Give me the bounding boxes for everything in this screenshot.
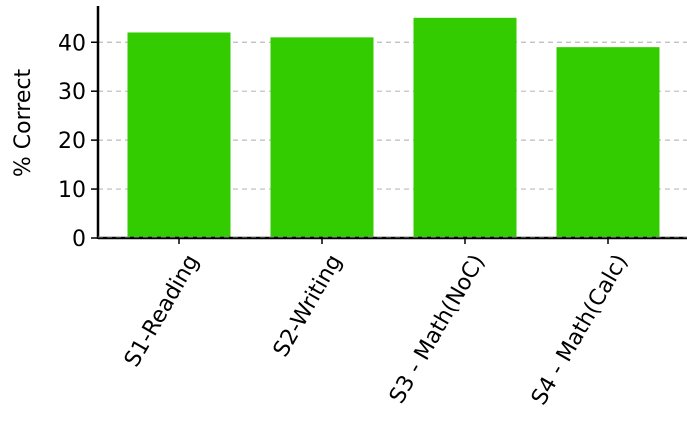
y-tick-label: 10 xyxy=(58,178,86,203)
y-tick-label: 20 xyxy=(58,129,86,154)
x-tick-label-2: S2-Writing xyxy=(269,251,347,362)
bar-1 xyxy=(127,32,231,239)
bar-4 xyxy=(556,47,660,238)
x-tick-label-1: S1-Reading xyxy=(120,251,204,372)
bar-3 xyxy=(413,17,517,239)
axes xyxy=(96,6,687,240)
bar-2 xyxy=(270,37,374,239)
y-ticks: 0 10 20 30 40 xyxy=(58,31,98,252)
x-tick-labels: S1-Reading S2-Writing S3 - Math(NoC) S4 - M… xyxy=(120,238,633,409)
y-tick-label: 30 xyxy=(58,80,86,105)
y-axis-title: % Correct xyxy=(11,69,36,178)
bars xyxy=(127,17,660,239)
x-tick-label-4: S4 - Math(Calc) xyxy=(527,251,633,410)
x-tick-label-3: S3 - Math(NoC) xyxy=(385,251,490,408)
y-tick-label: 0 xyxy=(72,227,86,252)
y-tick-label: 40 xyxy=(58,31,86,56)
